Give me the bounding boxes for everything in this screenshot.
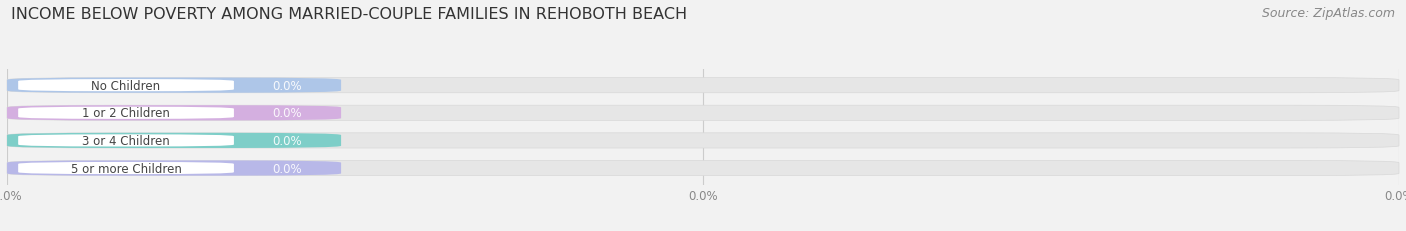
Text: 0.0%: 0.0% (273, 162, 302, 175)
FancyBboxPatch shape (7, 133, 342, 148)
Text: 5 or more Children: 5 or more Children (70, 162, 181, 175)
FancyBboxPatch shape (7, 106, 342, 121)
FancyBboxPatch shape (7, 133, 1399, 148)
Text: 0.0%: 0.0% (273, 79, 302, 92)
Text: 0.0%: 0.0% (273, 107, 302, 120)
Text: 1 or 2 Children: 1 or 2 Children (82, 107, 170, 120)
FancyBboxPatch shape (18, 107, 233, 119)
FancyBboxPatch shape (7, 161, 1399, 176)
Text: No Children: No Children (91, 79, 160, 92)
Text: 3 or 4 Children: 3 or 4 Children (82, 134, 170, 147)
FancyBboxPatch shape (7, 161, 342, 176)
Text: Source: ZipAtlas.com: Source: ZipAtlas.com (1261, 7, 1395, 20)
FancyBboxPatch shape (7, 106, 1399, 121)
FancyBboxPatch shape (7, 78, 342, 93)
Text: 0.0%: 0.0% (273, 134, 302, 147)
FancyBboxPatch shape (18, 162, 233, 174)
Text: INCOME BELOW POVERTY AMONG MARRIED-COUPLE FAMILIES IN REHOBOTH BEACH: INCOME BELOW POVERTY AMONG MARRIED-COUPL… (11, 7, 688, 22)
FancyBboxPatch shape (7, 78, 1399, 93)
FancyBboxPatch shape (18, 135, 233, 147)
FancyBboxPatch shape (18, 80, 233, 92)
